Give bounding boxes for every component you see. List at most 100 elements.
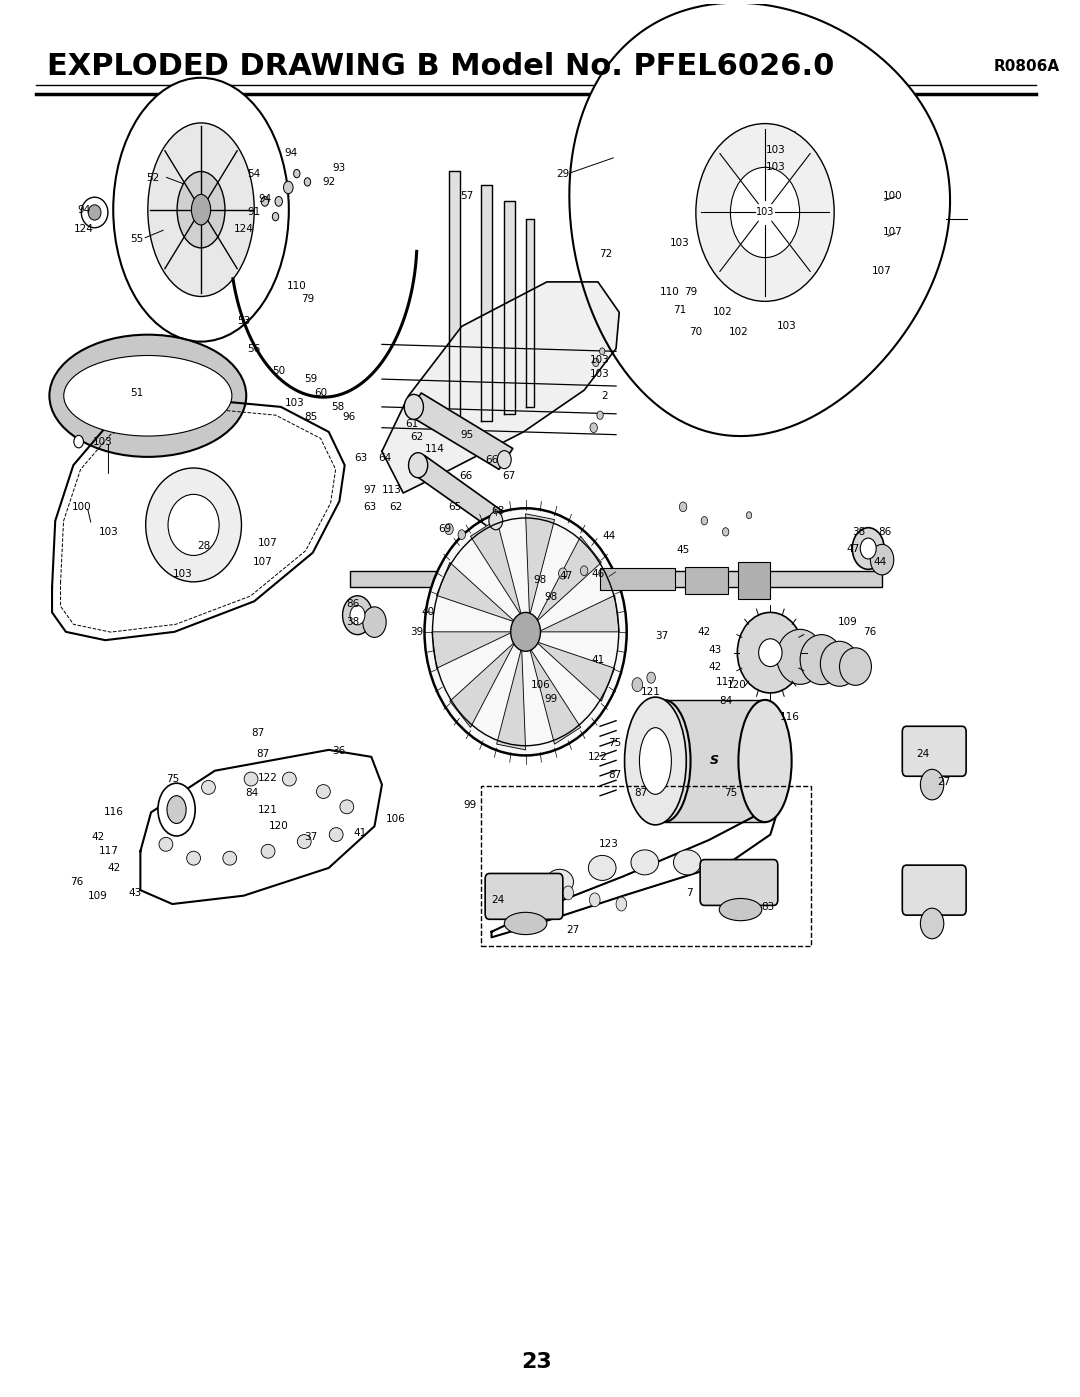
Ellipse shape (739, 700, 792, 821)
Text: 98: 98 (534, 576, 548, 585)
Text: 103: 103 (93, 437, 113, 447)
Ellipse shape (777, 629, 824, 685)
Ellipse shape (861, 538, 876, 559)
Ellipse shape (558, 569, 567, 580)
Text: 94: 94 (285, 148, 298, 158)
Ellipse shape (616, 897, 626, 911)
Text: 54: 54 (247, 169, 261, 179)
Ellipse shape (445, 524, 454, 535)
Bar (350, 571, 882, 587)
Ellipse shape (350, 605, 365, 624)
Text: 38: 38 (347, 617, 360, 627)
Ellipse shape (305, 177, 311, 186)
Ellipse shape (632, 678, 643, 692)
Text: 75: 75 (165, 774, 179, 784)
Text: 86: 86 (347, 599, 360, 609)
Text: 46: 46 (592, 569, 605, 578)
Text: 75: 75 (725, 788, 738, 798)
Ellipse shape (580, 566, 588, 576)
Text: 107: 107 (873, 265, 892, 275)
Text: 63: 63 (364, 502, 377, 511)
Text: 113: 113 (381, 485, 402, 495)
Text: 107: 107 (258, 538, 278, 548)
Ellipse shape (187, 851, 201, 865)
Ellipse shape (590, 893, 600, 907)
Ellipse shape (545, 869, 573, 894)
FancyBboxPatch shape (902, 865, 967, 915)
Ellipse shape (316, 785, 330, 799)
Text: 103: 103 (766, 145, 785, 155)
Text: 59: 59 (303, 374, 318, 384)
Ellipse shape (920, 770, 944, 800)
Bar (685, 567, 728, 594)
Ellipse shape (738, 612, 804, 693)
Text: 75: 75 (608, 738, 622, 747)
Polygon shape (569, 3, 950, 436)
Text: 102: 102 (729, 327, 748, 337)
Polygon shape (481, 184, 491, 420)
Text: 103: 103 (98, 527, 119, 536)
Text: 100: 100 (883, 191, 903, 201)
Text: 56: 56 (247, 344, 261, 353)
Text: 87: 87 (634, 788, 647, 798)
Text: 110: 110 (287, 281, 307, 291)
Text: 79: 79 (301, 293, 314, 303)
Ellipse shape (177, 172, 225, 247)
Text: 41: 41 (353, 828, 366, 838)
Ellipse shape (800, 634, 842, 685)
Ellipse shape (821, 641, 859, 686)
Ellipse shape (708, 859, 737, 884)
Text: 107: 107 (882, 226, 903, 237)
Ellipse shape (113, 78, 288, 342)
Text: 95: 95 (460, 430, 474, 440)
FancyBboxPatch shape (902, 726, 967, 777)
Text: 47: 47 (847, 543, 860, 553)
Text: 103: 103 (766, 162, 785, 172)
Text: 103: 103 (590, 355, 610, 365)
Ellipse shape (758, 638, 782, 666)
Text: 2: 2 (602, 391, 608, 401)
Ellipse shape (852, 528, 885, 570)
Polygon shape (450, 641, 515, 728)
Ellipse shape (597, 411, 604, 419)
Text: 85: 85 (303, 412, 318, 422)
Text: 24: 24 (916, 749, 929, 759)
Text: 117: 117 (98, 847, 119, 856)
Ellipse shape (168, 495, 219, 556)
Ellipse shape (920, 908, 944, 939)
Text: 84: 84 (719, 696, 732, 707)
Ellipse shape (408, 453, 428, 478)
Text: 120: 120 (269, 821, 288, 831)
Ellipse shape (511, 612, 540, 651)
Text: 37: 37 (656, 631, 669, 641)
Text: S: S (710, 754, 718, 767)
Ellipse shape (701, 517, 707, 525)
Text: 97: 97 (364, 485, 377, 495)
Ellipse shape (340, 800, 354, 814)
Text: 53: 53 (237, 316, 251, 326)
Text: 68: 68 (491, 506, 504, 515)
Bar (600, 569, 675, 590)
Text: 67: 67 (502, 471, 515, 482)
Text: 62: 62 (410, 433, 423, 443)
Text: 107: 107 (253, 557, 272, 567)
Ellipse shape (624, 697, 686, 824)
Text: 42: 42 (107, 863, 120, 873)
Polygon shape (526, 514, 554, 616)
Text: 103: 103 (285, 398, 305, 408)
Text: 83: 83 (761, 902, 774, 912)
Ellipse shape (746, 511, 752, 518)
Text: 43: 43 (708, 645, 721, 655)
Text: 64: 64 (378, 453, 392, 464)
Text: 121: 121 (258, 805, 278, 814)
Text: 109: 109 (87, 891, 108, 901)
Text: 72: 72 (598, 249, 612, 258)
Text: R0806A: R0806A (994, 59, 1059, 74)
Ellipse shape (244, 773, 258, 787)
Text: 57: 57 (460, 191, 474, 201)
Text: 102: 102 (713, 307, 732, 317)
Ellipse shape (272, 212, 279, 221)
Text: 27: 27 (937, 777, 950, 787)
Ellipse shape (730, 168, 799, 257)
Text: 7: 7 (686, 888, 692, 898)
